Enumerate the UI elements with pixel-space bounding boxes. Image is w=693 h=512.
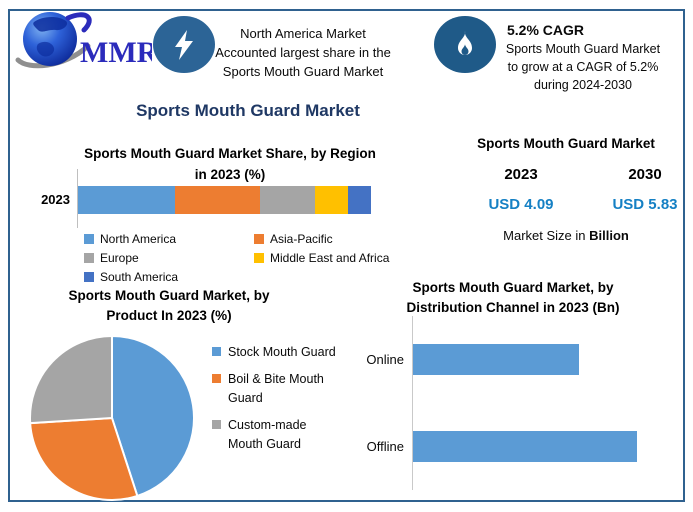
legend-label: Asia-Pacific — [270, 231, 333, 246]
market-size-caption: Market Size in Billion — [446, 228, 686, 243]
region-stacked-bar — [78, 186, 371, 214]
product-legend: Stock Mouth Guard Boil & Bite Mouth Guar… — [212, 343, 342, 462]
distribution-chart-title-line1: Sports Mouth Guard Market, by — [412, 280, 614, 295]
market-size-year-2030: 2030 — [628, 166, 662, 183]
distribution-bar-online — [413, 344, 579, 375]
legend-item-boil-bite: Boil & Bite Mouth Guard — [212, 370, 342, 408]
legend-label: Europe — [100, 250, 139, 265]
legend-label: Stock Mouth Guard — [228, 345, 336, 359]
distribution-category-online: Online — [366, 352, 404, 367]
cagr-title: 5.2% CAGR — [507, 22, 585, 38]
market-size-caption-unit: Billion — [589, 228, 629, 243]
legend-item-custom-made: Custom-made Mouth Guard — [212, 416, 342, 454]
cagr-block: 5.2% CAGR Sports Mouth Guard Market to g… — [497, 21, 669, 94]
market-size-caption-prefix: Market Size in — [503, 228, 590, 243]
distribution-bar-offline — [413, 431, 637, 462]
lightning-icon — [175, 29, 193, 60]
region-bar-segment — [78, 186, 175, 214]
cagr-line: during 2024-2030 — [534, 78, 632, 92]
cagr-line: to grow at a CAGR of 5.2% — [507, 60, 659, 74]
pie-slice — [29, 416, 139, 501]
pie-slice — [111, 334, 195, 498]
distribution-chart-axis — [412, 316, 413, 490]
legend-item-middle-east-africa: Middle East and Africa — [254, 248, 424, 267]
product-chart-title: Sports Mouth Guard Market, by Product In… — [38, 286, 300, 326]
market-size-value-2030: USD 5.83 — [612, 196, 678, 213]
legend-item-asia-pacific: Asia-Pacific — [254, 229, 424, 248]
legend-swatch — [84, 271, 94, 282]
region-chart-axis — [77, 169, 78, 228]
market-size-year-2023: 2023 — [504, 166, 538, 183]
globe-icon — [15, 12, 92, 69]
highlight-text: North America Market Accounted largest s… — [203, 24, 403, 81]
highlight-line: Accounted largest share in the — [215, 45, 391, 60]
legend-label: North America — [100, 231, 177, 246]
distribution-chart-title-line2: Distribution Channel in 2023 (Bn) — [406, 300, 620, 315]
legend-label: South America — [100, 269, 179, 284]
legend-item-south-america: South America — [84, 267, 254, 286]
region-chart-title-line2: in 2023 (%) — [194, 167, 266, 182]
region-legend: North America Europe South America Asia-… — [84, 229, 424, 286]
region-bar-segment — [259, 186, 316, 214]
legend-swatch — [212, 347, 221, 356]
outer-border — [8, 9, 685, 502]
highlight-line: North America Market — [240, 26, 366, 41]
pie-slice — [29, 334, 113, 425]
region-bar-segment — [174, 186, 260, 214]
region-bar-segment — [315, 186, 348, 214]
product-chart-title-line2: Product In 2023 (%) — [106, 308, 232, 323]
lightning-badge — [153, 16, 215, 73]
legend-swatch — [212, 420, 221, 429]
market-size-value-2023: USD 4.09 — [488, 196, 554, 213]
region-chart-title-line1: Sports Mouth Guard Market Share, by Regi… — [84, 146, 376, 161]
cagr-line: Sports Mouth Guard Market — [505, 42, 661, 56]
legend-label: Custom-made Mouth Guard — [228, 418, 307, 451]
legend-item-stock: Stock Mouth Guard — [212, 343, 342, 362]
legend-swatch — [254, 252, 264, 263]
product-pie-chart — [29, 334, 195, 501]
flame-icon — [458, 30, 472, 55]
legend-item-europe: Europe — [84, 248, 254, 267]
region-bar-segment — [347, 186, 371, 214]
region-chart-title: Sports Mouth Guard Market Share, by Regi… — [58, 143, 402, 185]
page-title: Sports Mouth Guard Market — [136, 101, 360, 120]
market-size-title: Sports Mouth Guard Market — [477, 136, 655, 151]
region-category-label: 2023 — [41, 192, 70, 207]
legend-swatch — [212, 374, 221, 383]
product-chart-title-line1: Sports Mouth Guard Market, by — [68, 288, 270, 303]
logo-text: MMR — [80, 36, 152, 69]
distribution-category-offline: Offline — [366, 439, 404, 454]
flame-badge — [434, 16, 496, 73]
highlight-line: Sports Mouth Guard Market — [222, 64, 384, 79]
mmr-logo: MMR — [15, 12, 152, 69]
legend-swatch — [84, 252, 94, 263]
legend-swatch — [84, 233, 94, 244]
legend-item-north-america: North America — [84, 229, 254, 248]
legend-label: Middle East and Africa — [270, 250, 390, 265]
legend-label: Boil & Bite Mouth Guard — [228, 372, 324, 405]
distribution-chart-title: Sports Mouth Guard Market, by Distributi… — [382, 278, 644, 318]
legend-swatch — [254, 233, 264, 244]
